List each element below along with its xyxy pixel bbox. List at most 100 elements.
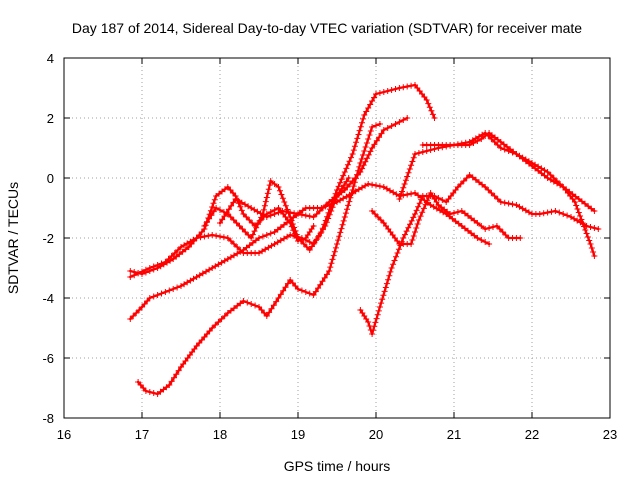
data-point	[277, 206, 280, 210]
data-point	[168, 383, 171, 387]
data-point	[433, 116, 436, 120]
data-point	[398, 197, 401, 201]
series-arc-8	[369, 190, 524, 247]
data-point	[289, 233, 292, 237]
data-point	[218, 221, 222, 225]
data-point	[530, 164, 534, 168]
data-point	[164, 260, 167, 264]
data-point	[265, 314, 268, 318]
data-point	[519, 236, 522, 240]
data-point	[129, 275, 132, 279]
data-point	[499, 140, 502, 144]
data-point	[421, 143, 424, 147]
data-point	[484, 227, 487, 231]
data-point	[437, 143, 440, 147]
data-point	[456, 185, 460, 189]
data-point	[370, 125, 374, 129]
data-point	[343, 188, 346, 192]
data-point	[593, 209, 596, 213]
data-point	[312, 215, 315, 219]
data-point	[569, 215, 573, 219]
x-axis-label: GPS time / hours	[284, 458, 391, 474]
data-point	[406, 116, 409, 120]
data-point	[320, 230, 323, 234]
data-point	[214, 206, 218, 210]
data-point	[515, 152, 518, 156]
data-point	[499, 146, 502, 150]
data-point	[211, 326, 214, 330]
x-tick-label: 23	[603, 427, 617, 442]
x-tick-label: 21	[447, 427, 461, 442]
data-point	[195, 236, 198, 240]
data-point	[515, 203, 518, 207]
data-point	[487, 131, 491, 135]
data-point	[417, 218, 421, 222]
data-point	[554, 209, 557, 213]
data-point	[156, 392, 159, 396]
data-point	[257, 251, 261, 255]
series-arc-6	[217, 115, 411, 226]
data-point	[378, 122, 382, 126]
data-point	[289, 215, 292, 219]
x-tick-label: 18	[213, 427, 227, 442]
data-point	[448, 212, 452, 216]
data-point	[398, 242, 401, 246]
data-point	[203, 224, 206, 228]
data-point	[250, 206, 253, 210]
data-point	[265, 215, 268, 219]
data-point	[281, 209, 284, 213]
data-point	[367, 320, 370, 324]
data-point	[226, 311, 229, 315]
y-tick-label: 4	[47, 51, 54, 66]
data-point	[413, 212, 417, 216]
data-point	[421, 194, 424, 198]
data-point	[425, 98, 428, 102]
data-point	[452, 143, 456, 147]
y-tick-label: -4	[42, 291, 54, 306]
data-point	[546, 176, 549, 180]
data-point	[257, 305, 261, 309]
data-point	[468, 143, 471, 147]
data-point	[370, 332, 374, 336]
y-tick-label: -8	[42, 411, 54, 426]
data-point	[390, 266, 393, 270]
data-point	[374, 92, 378, 96]
data-point	[172, 257, 175, 261]
data-point	[296, 212, 300, 216]
data-point	[538, 212, 541, 216]
data-point	[335, 200, 339, 204]
data-point	[273, 230, 276, 234]
data-point	[402, 236, 405, 240]
data-point	[468, 173, 471, 177]
data-point	[484, 185, 487, 189]
data-point	[250, 236, 253, 240]
y-tick-label: 0	[47, 171, 54, 186]
data-point	[308, 248, 311, 252]
data-point	[347, 176, 350, 180]
data-point	[195, 275, 198, 279]
data-point	[289, 278, 292, 282]
data-point	[495, 224, 499, 228]
data-point	[577, 197, 580, 201]
data-point	[413, 191, 417, 195]
series-arc-5	[201, 82, 438, 253]
data-point	[273, 242, 276, 246]
data-point	[367, 182, 370, 186]
data-point	[359, 308, 362, 312]
data-point	[487, 242, 491, 246]
data-point	[370, 146, 374, 150]
data-point	[328, 269, 331, 273]
y-tick-label: 2	[47, 111, 54, 126]
series-layer	[127, 82, 602, 397]
data-point	[413, 83, 417, 87]
data-point	[328, 200, 331, 204]
data-point	[211, 266, 214, 270]
data-point	[597, 227, 600, 231]
data-point	[136, 380, 140, 384]
data-point	[429, 191, 432, 195]
data-point	[242, 248, 245, 252]
data-point	[226, 236, 229, 240]
x-tick-label: 22	[525, 427, 539, 442]
data-point	[187, 245, 190, 249]
